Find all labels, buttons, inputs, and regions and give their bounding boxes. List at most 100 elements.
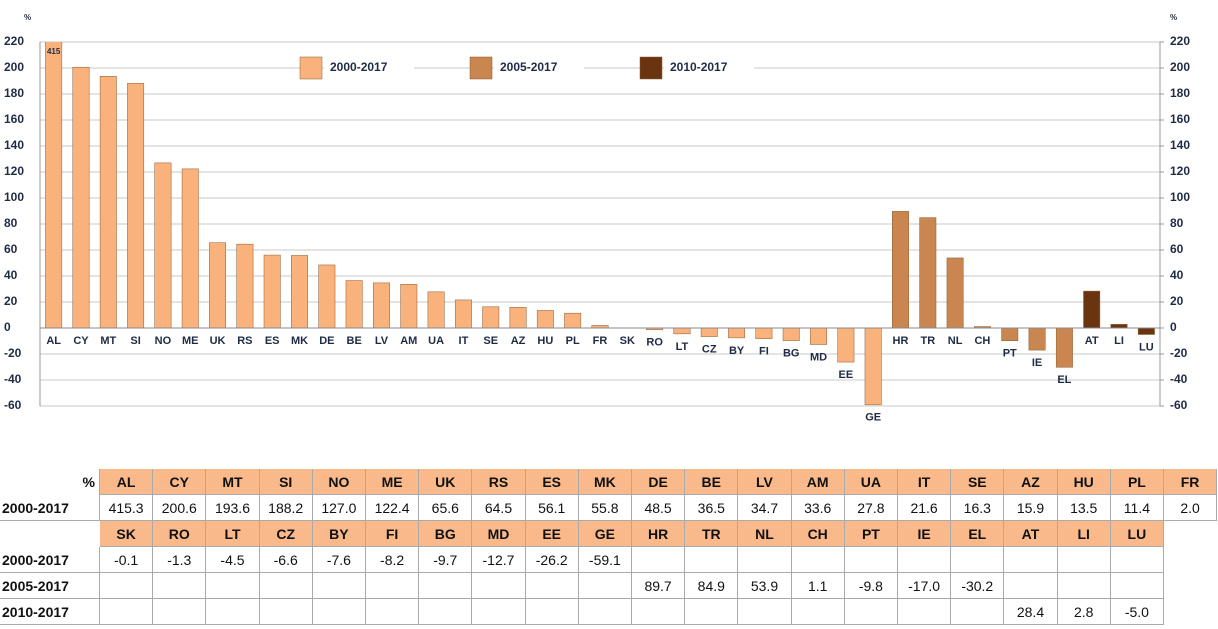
- table-cell: [525, 599, 579, 625]
- x-tick-label: ME: [182, 335, 199, 347]
- table-header-cell: SI: [259, 469, 313, 495]
- table-cell: [791, 547, 845, 573]
- table-cell: [1004, 547, 1058, 573]
- table-header-cell: HU: [1057, 469, 1111, 495]
- x-tick-label: AL: [46, 335, 61, 347]
- table-header-cell: RS: [472, 469, 526, 495]
- x-tick-label: NL: [948, 335, 963, 347]
- table-cell: [738, 599, 792, 625]
- table-header-cell: CH: [791, 521, 845, 547]
- bar: [1028, 327, 1046, 351]
- table-cell: 53.9: [738, 573, 792, 599]
- y2-tick-label: -40: [1170, 372, 1188, 386]
- x-tick-label: PL: [566, 335, 580, 347]
- row-label: 2000-2017: [0, 547, 100, 573]
- bar: [700, 327, 718, 337]
- value-label: 415: [47, 47, 61, 56]
- table-cell: [951, 547, 1005, 573]
- y-tick-label: 80: [4, 216, 18, 230]
- chart: % % -60-40-20020406080100120140160180200…: [4, 13, 1190, 424]
- table-header-cell: EE: [525, 521, 579, 547]
- table-header-cell: AM: [791, 469, 845, 495]
- table-cell: [366, 599, 420, 625]
- y2-tick-label: 60: [1170, 242, 1184, 256]
- bar: [919, 217, 937, 329]
- table-cell: [312, 573, 366, 599]
- table-cell: [632, 599, 686, 625]
- y2-tick-label: 140: [1170, 138, 1190, 152]
- table-header-cell: ME: [366, 469, 420, 495]
- table-header-cell: EL: [951, 521, 1005, 547]
- x-tick-label: UK: [210, 335, 226, 347]
- y-tick-label: 140: [4, 138, 24, 152]
- x-tick-label: MK: [291, 335, 308, 347]
- x-tick-label: SK: [620, 335, 635, 347]
- y-tick-label: 220: [4, 34, 24, 48]
- bar: [427, 291, 445, 329]
- bar: [127, 83, 145, 329]
- table-header-cell: CZ: [259, 521, 313, 547]
- table-header-cell: MK: [578, 469, 632, 495]
- x-tick-label: BY: [729, 345, 745, 357]
- bar: [837, 327, 855, 363]
- legend-bg: [494, 59, 584, 77]
- table-cell: 193.6: [206, 495, 260, 521]
- bar: [181, 168, 199, 329]
- y-unit-label: %: [24, 13, 31, 22]
- x-tick-label: CZ: [702, 343, 717, 355]
- table-cell: -7.6: [312, 547, 366, 573]
- table-header-cell: GE: [578, 521, 632, 547]
- bar: [1001, 327, 1019, 341]
- x-tick-label: LT: [676, 341, 689, 353]
- table-cell: 84.9: [685, 573, 739, 599]
- bar: [755, 327, 773, 339]
- table-cell: 16.3: [951, 495, 1005, 521]
- table-cell: [578, 573, 632, 599]
- table-cell: [1057, 573, 1111, 599]
- x-tick-label: AM: [400, 335, 417, 347]
- table-cell: [100, 573, 154, 599]
- table-cell: 2.8: [1057, 599, 1111, 625]
- y-tick-label: 160: [4, 112, 24, 126]
- table-cell: 55.8: [578, 495, 632, 521]
- table-cell: -9.7: [419, 547, 473, 573]
- bar: [72, 66, 90, 329]
- x-tick-label: HR: [893, 335, 909, 347]
- table-cell: -4.5: [206, 547, 260, 573]
- table-cell: [844, 547, 898, 573]
- table-cell: -6.6: [259, 547, 313, 573]
- x-tick-label: BE: [347, 335, 362, 347]
- y-tick-label: 40: [4, 268, 18, 282]
- table-cell: -5.0: [1110, 599, 1164, 625]
- table-corner: [0, 521, 100, 547]
- bar: [1055, 327, 1073, 368]
- row-label: 2010-2017: [0, 599, 100, 625]
- row-label: 2000-2017: [0, 495, 100, 521]
- y-tick-label: -20: [4, 346, 22, 360]
- y2-tick-label: 40: [1170, 268, 1184, 282]
- table-header-cell: LI: [1057, 521, 1111, 547]
- y2-tick-label: 20: [1170, 294, 1184, 308]
- table-header-cell: FR: [1164, 469, 1218, 495]
- x-tick-label: LI: [1114, 335, 1124, 347]
- table-cell: 13.5: [1057, 495, 1111, 521]
- x-tick-label: FR: [593, 335, 608, 347]
- legend-bg: [664, 59, 754, 77]
- table-cell: -0.1: [100, 547, 154, 573]
- y2-tick-label: 80: [1170, 216, 1184, 230]
- table-cell: [100, 599, 154, 625]
- y2-tick-label: 220: [1170, 34, 1190, 48]
- legend-label: 2010-2017: [670, 60, 728, 74]
- table-cell: [685, 547, 739, 573]
- table-cell: 48.5: [632, 495, 686, 521]
- y-tick-label: 120: [4, 164, 24, 178]
- y2-tick-label: 0: [1170, 320, 1177, 334]
- legend-swatch: [299, 56, 323, 80]
- table-cell: [472, 573, 526, 599]
- x-tick-label: ES: [265, 335, 280, 347]
- table-cell: [738, 547, 792, 573]
- table-header-cell: NL: [738, 521, 792, 547]
- table-cell: [1004, 573, 1058, 599]
- x-tick-label: PT: [1003, 348, 1017, 360]
